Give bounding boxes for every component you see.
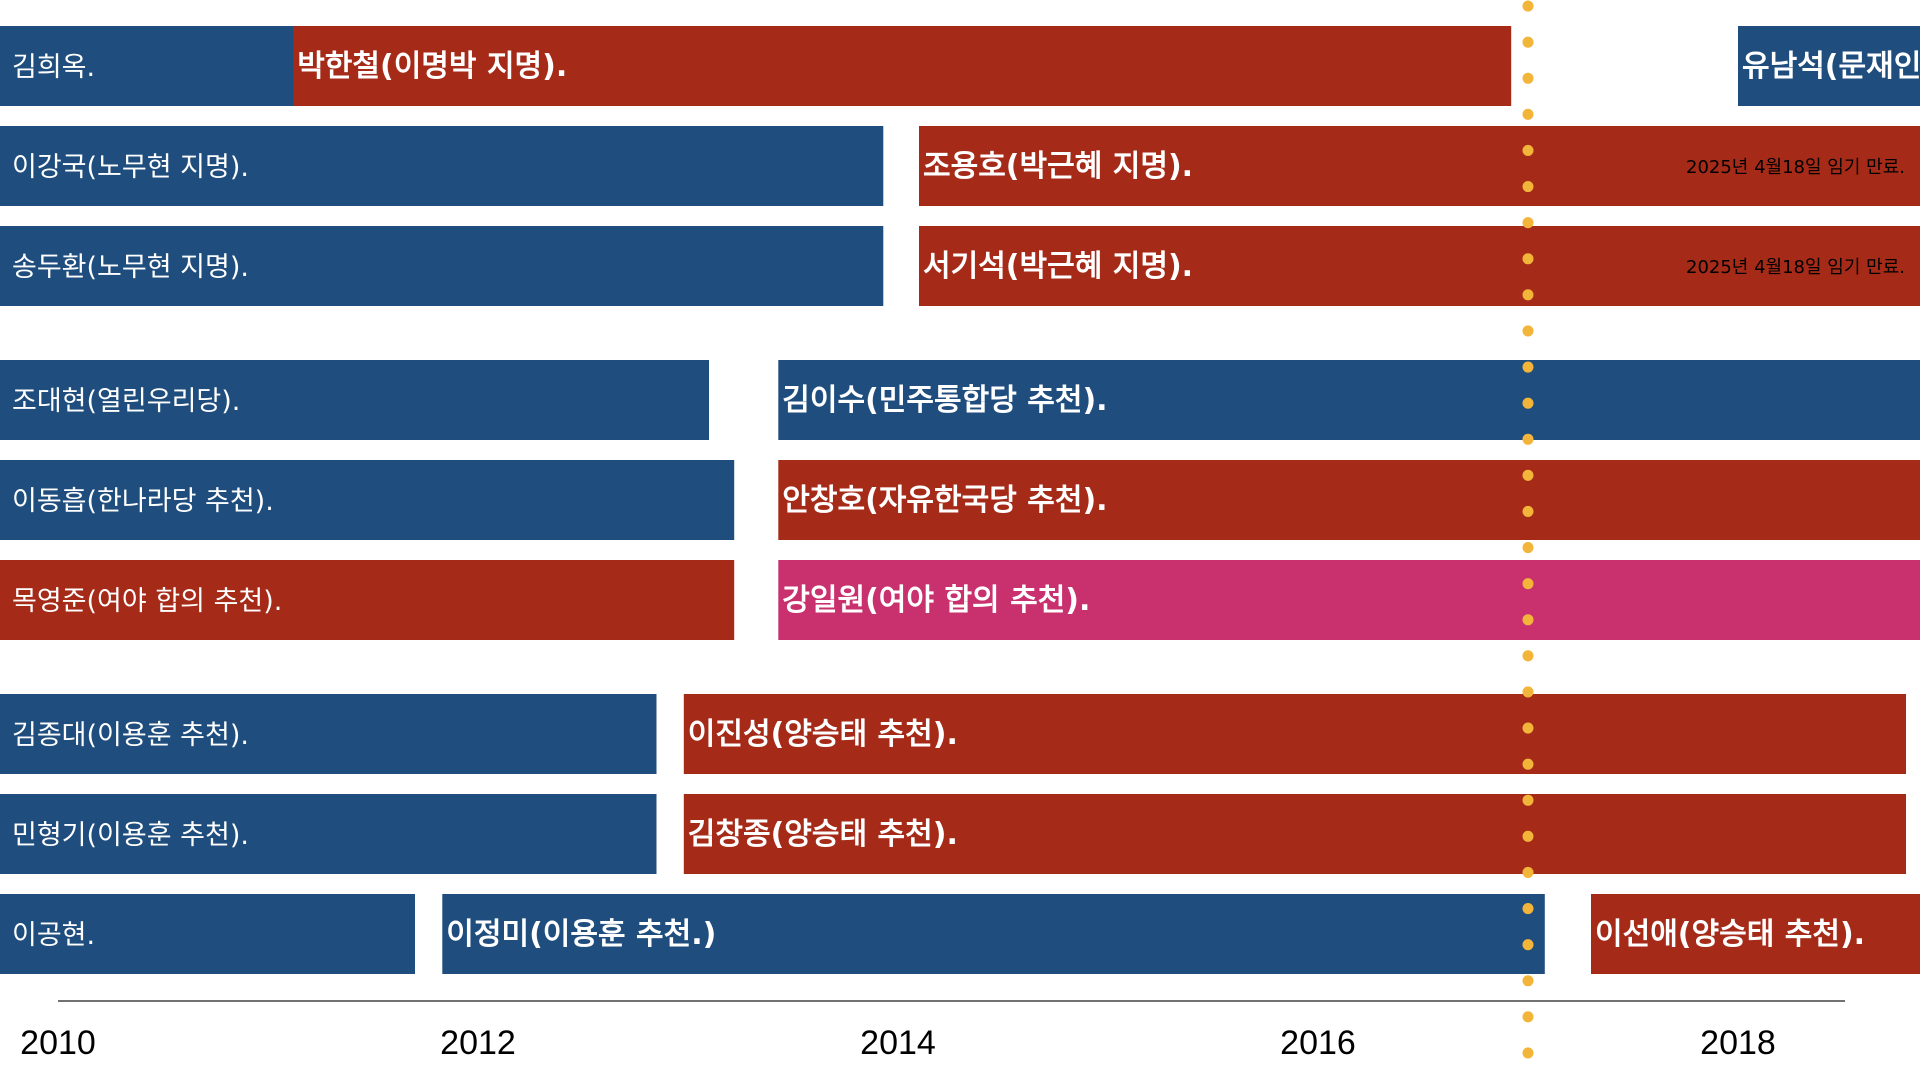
timeline-row: 김희옥.박한철(이명박 지명).유남석(문재인 지명).정형식(윤석열 지명). [0, 26, 1920, 106]
term-bar: 김이수(민주통합당 추천). [778, 360, 1920, 440]
term-bar-label: 이강국(노무현 지명). [12, 152, 249, 183]
term-bar-label: 서기석(박근혜 지명). [923, 249, 1193, 284]
term-bar: 이동흡(한나라당 추천). [0, 460, 735, 540]
timeline-row: 이공현.이정미(이용훈 추천.)이선애(양승태 추천).정정미(김명수 추천). [0, 894, 1920, 974]
timeline-row: 목영준(여야 합의 추천).강일원(여야 합의 추천).이영진(바른미래당 추천… [0, 560, 1920, 640]
term-bar-rect [0, 460, 735, 540]
term-bar: 서기석(박근혜 지명). [919, 226, 1920, 306]
marker-lines [1522, 0, 1534, 1080]
term-bar-label: 이선애(양승태 추천). [1595, 917, 1865, 952]
term-bar-label: 안창호(자유한국당 추천). [782, 483, 1107, 518]
timeline-row: 이동흡(한나라당 추천).안창호(자유한국당 추천).이종석(자유한국당 추천)… [0, 460, 1920, 540]
term-bar: 박한철(이명박 지명). [293, 26, 1512, 106]
term-bar-label: 이진성(양승태 추천). [688, 717, 958, 752]
term-end-note: 2025년 4월18일 임기 만료. [1686, 157, 1905, 178]
term-bar: 안창호(자유한국당 추천). [778, 460, 1920, 540]
term-bar-rect [0, 894, 415, 974]
timeline-row: 김종대(이용훈 추천).이진성(양승태 추천).이은애(김명수 추천.)김복형(… [0, 694, 1906, 774]
term-bar-rect [0, 360, 709, 440]
term-bar-label: 이정미(이용훈 추천.) [446, 917, 716, 952]
term-bar: 강일원(여야 합의 추천). [778, 560, 1920, 640]
term-bar-rect [442, 894, 1545, 974]
timeline-row: 이강국(노무현 지명).조용호(박근혜 지명).문형배(문재인 지명). [0, 126, 1920, 206]
x-tick-label: 2014 [860, 1024, 936, 1062]
term-bar: 이진성(양승태 추천). [683, 694, 1906, 774]
term-end-note: 2025년 4월18일 임기 만료. [1686, 257, 1905, 278]
term-bar-rect [293, 26, 1512, 106]
term-bar-label: 이동흡(한나라당 추천). [12, 486, 274, 517]
term-bar-label: 조용호(박근혜 지명). [923, 149, 1193, 184]
term-bar-rect [683, 694, 1906, 774]
term-bar-rect [0, 794, 657, 874]
notes-layer: 2025년 4월18일 임기 만료. 2025년 4월18일 임기 만료. [1686, 157, 1905, 278]
term-bar-label: 김이수(민주통합당 추천). [782, 383, 1107, 418]
timeline-row: 민형기(이용훈 추천).김창종(양승태 추천).이석태(김명수 추천).김형두(… [0, 794, 1906, 874]
term-bar-rect [919, 126, 1920, 206]
term-bar: 이선애(양승태 추천). [1591, 894, 1920, 974]
term-bar-label: 김창종(양승태 추천). [688, 817, 958, 852]
x-tick-label: 2010 [20, 1024, 96, 1062]
term-bar-rect [778, 460, 1920, 540]
timeline-row: 송두환(노무현 지명).서기석(박근혜 지명).이미선(문재인 지명). [0, 226, 1920, 306]
term-bar: 조용호(박근혜 지명). [919, 126, 1920, 206]
term-bar-rect [0, 226, 884, 306]
x-axis: 201020122014201620182020202220242026 [20, 1000, 1845, 1062]
term-bar: 유남석(문재인 지명). [1738, 26, 1920, 106]
term-bar-label: 송두환(노무현 지명). [12, 252, 249, 283]
term-bar: 김종대(이용훈 추천). [0, 694, 657, 774]
x-tick-label: 2018 [1700, 1024, 1776, 1062]
term-bar: 이강국(노무현 지명). [0, 126, 884, 206]
term-bar-label: 유남석(문재인 지명). [1742, 49, 1920, 84]
term-bar-label: 조대현(열린우리당). [12, 386, 240, 417]
term-bar: 민형기(이용훈 추천). [0, 794, 657, 874]
term-bar-rect [778, 360, 1920, 440]
term-bar-rect [0, 126, 884, 206]
term-bar-label: 민형기(이용훈 추천). [12, 820, 249, 851]
term-bar: 목영준(여야 합의 추천). [0, 560, 735, 640]
term-bar-rect [919, 226, 1920, 306]
term-bar-label: 이공현. [12, 920, 95, 951]
term-bar: 조대현(열린우리당). [0, 360, 709, 440]
term-bar-rect [778, 560, 1920, 640]
timeline-row: 조대현(열린우리당).김이수(민주통합당 추천).김기영(민주당 추천.) [0, 360, 1920, 440]
term-bar: 이정미(이용훈 추천.) [442, 894, 1545, 974]
term-bar-label: 김희옥. [12, 52, 95, 83]
term-bar: 송두환(노무현 지명). [0, 226, 884, 306]
x-tick-label: 2016 [1280, 1024, 1356, 1062]
term-bar-rect [683, 794, 1906, 874]
term-bar-label: 박한철(이명박 지명). [297, 49, 567, 84]
term-bar-label: 김종대(이용훈 추천). [12, 720, 249, 751]
term-bar-rect [0, 694, 657, 774]
term-bar-rect [1591, 894, 1920, 974]
term-bar: 김창종(양승태 추천). [683, 794, 1906, 874]
term-bar-label: 목영준(여야 합의 추천). [12, 586, 282, 617]
term-bar-rect [1738, 26, 1920, 106]
term-bar-label: 강일원(여야 합의 추천). [782, 583, 1090, 618]
bars-layer: 김희옥.박한철(이명박 지명).유남석(문재인 지명).정형식(윤석열 지명).… [0, 26, 1920, 974]
term-bar: 이공현. [0, 894, 415, 974]
term-bar-rect [0, 560, 735, 640]
x-tick-label: 2012 [440, 1024, 516, 1062]
